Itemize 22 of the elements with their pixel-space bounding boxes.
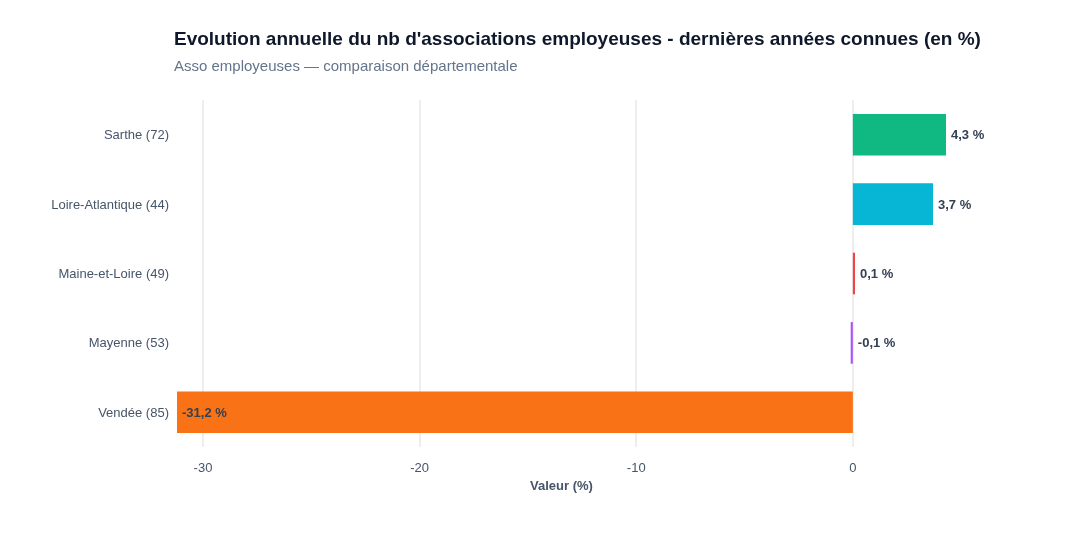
y-tick-label: Vendée (85) bbox=[98, 404, 169, 420]
bar bbox=[177, 391, 853, 434]
data-label: 0,1 % bbox=[860, 266, 894, 281]
data-label: 4,3 % bbox=[951, 127, 985, 143]
bar bbox=[852, 252, 856, 295]
x-tick-label: -30 bbox=[193, 460, 213, 475]
x-tick-label: -10 bbox=[626, 460, 646, 475]
chart-subtitle: Asso employeuses — comparaison départementale bbox=[174, 57, 518, 74]
bar bbox=[850, 322, 853, 364]
x-tick-label: -20 bbox=[410, 460, 430, 475]
data-label: -0,1 % bbox=[857, 335, 896, 351]
bar bbox=[852, 113, 946, 156]
chart-title: Evolution annuelle du nb d'associations employeuses - dernières années connues (en %) bbox=[174, 28, 981, 49]
y-tick-label: Sarthe (72) bbox=[103, 127, 169, 143]
data-label: -31,2 % bbox=[182, 404, 228, 420]
x-tick-label: 0 bbox=[849, 460, 857, 475]
y-tick-label: Maine-et-Loire (49) bbox=[58, 266, 169, 281]
bar bbox=[852, 183, 933, 225]
x-axis-title: Valeur (%) bbox=[530, 478, 593, 493]
y-tick-label: Mayenne (53) bbox=[88, 335, 169, 351]
y-tick-label: Loire-Atlantique (44) bbox=[51, 196, 169, 212]
data-label: 3,7 % bbox=[938, 196, 972, 212]
